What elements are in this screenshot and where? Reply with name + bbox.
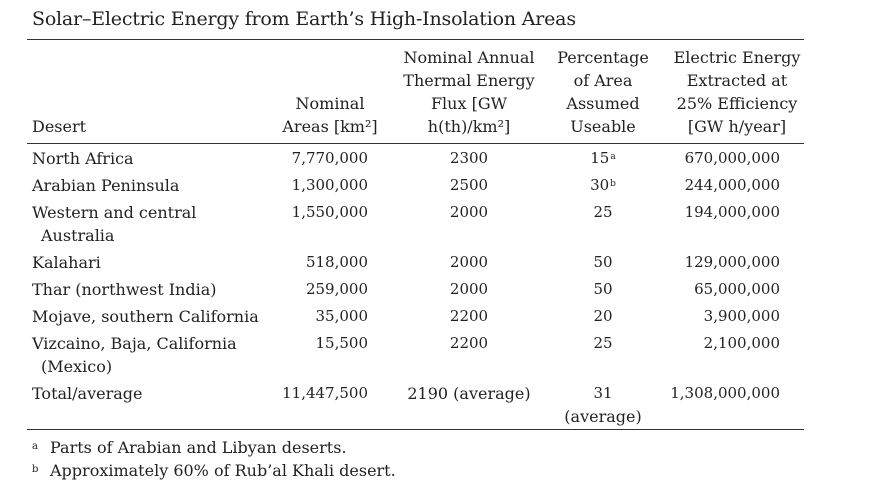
header-energy-line: Electric Energy — [673, 48, 801, 67]
footnote-mark: a — [32, 441, 38, 452]
header-energy: Electric Energy Extracted at 25% Efficie… — [664, 46, 810, 138]
header-energy-line: 25% Efficiency — [676, 94, 798, 113]
row-name: Mojave, southern California — [32, 307, 259, 326]
header-pct-line: of Area — [573, 71, 633, 90]
row-area: 259,000 — [305, 280, 368, 298]
row-pct: 25 — [593, 203, 613, 221]
row-pct-continuation: (average) — [564, 407, 642, 426]
table-title: Solar–Electric Energy from Earth’s High-… — [32, 8, 576, 30]
header-flux-line: h(th)/km²] — [427, 117, 511, 136]
header-flux-line: Nominal Annual — [403, 48, 535, 67]
row-area: 35,000 — [315, 307, 369, 325]
header-area-line: Nominal — [295, 94, 365, 113]
footnote-a: a Parts of Arabian and Libyan deserts. — [32, 437, 347, 459]
row-pct: 50 — [593, 280, 613, 298]
row-energy: 244,000,000 — [684, 176, 780, 194]
header-pct-line: Useable — [570, 117, 636, 136]
row-flux: 2300 — [449, 149, 489, 167]
row-name: Thar (northwest India) — [32, 280, 217, 299]
row-pct-value: 30 — [590, 176, 610, 194]
footnote-ref-b: b — [610, 179, 616, 189]
row-pct: 15a — [548, 147, 658, 170]
footnote-ref-a: a — [610, 152, 616, 162]
row-name: Total/average — [32, 384, 143, 403]
row-energy: 2,100,000 — [703, 334, 780, 352]
header-pct: Percentage of Area Assumed Useable — [548, 46, 658, 138]
header-flux-line: Thermal Energy — [403, 71, 535, 90]
row-flux: 2000 — [449, 280, 489, 298]
row-area: 518,000 — [305, 253, 368, 271]
row-flux: 2500 — [449, 176, 489, 194]
header-pct-line: Assumed — [566, 94, 640, 113]
row-flux: 2200 — [449, 334, 489, 352]
row-energy: 1,308,000,000 — [670, 384, 780, 402]
row-flux: 2200 — [449, 307, 489, 325]
header-flux-line: Flux [GW — [430, 94, 508, 113]
row-pct: 25 — [593, 334, 613, 352]
row-name: Arabian Peninsula — [32, 176, 180, 195]
row-name-continuation: Australia — [41, 226, 115, 245]
row-pct-value: 15 — [590, 149, 610, 167]
row-area: 1,550,000 — [291, 203, 368, 221]
footnote-mark: b — [32, 464, 39, 475]
top-rule — [27, 39, 804, 40]
row-pct: 20 — [593, 307, 613, 325]
row-pct: 50 — [593, 253, 613, 271]
row-name: North Africa — [32, 149, 134, 168]
row-energy: 65,000,000 — [694, 280, 780, 298]
row-area: 1,300,000 — [291, 176, 368, 194]
header-energy-line: [GW h/year] — [687, 117, 787, 136]
row-flux: 2000 — [449, 253, 489, 271]
row-area: 7,770,000 — [291, 149, 368, 167]
row-energy: 194,000,000 — [684, 203, 780, 221]
row-energy: 670,000,000 — [684, 149, 780, 167]
header-area-line: Areas [km²] — [282, 117, 378, 136]
header-rule — [27, 143, 804, 144]
row-area: 11,447,500 — [282, 384, 368, 402]
row-area: 15,500 — [315, 334, 369, 352]
row-flux: 2190 (average) — [407, 384, 531, 403]
row-flux: 2000 — [449, 203, 489, 221]
footnote-text: Parts of Arabian and Libyan deserts. — [50, 438, 347, 457]
row-pct: 31 — [593, 384, 613, 402]
row-energy: 129,000,000 — [684, 253, 780, 271]
row-name: Vizcaino, Baja, California — [32, 334, 237, 353]
header-desert-line: Desert — [32, 117, 87, 136]
header-area: Nominal Areas [km²] — [268, 92, 392, 138]
row-name: Western and central — [32, 203, 197, 222]
bottom-rule — [27, 429, 804, 430]
header-pct-line: Percentage — [557, 48, 649, 67]
row-name-continuation: (Mexico) — [41, 357, 113, 376]
header-desert: Desert — [32, 115, 86, 138]
footnote-text: Approximately 60% of Rub’al Khali desert… — [50, 461, 396, 480]
row-pct: 30b — [548, 174, 658, 197]
row-name: Kalahari — [32, 253, 101, 272]
header-energy-line: Extracted at — [686, 71, 788, 90]
footnote-b: b Approximately 60% of Rub’al Khali deser… — [32, 460, 396, 482]
header-flux: Nominal Annual Thermal Energy Flux [GW h… — [395, 46, 543, 138]
row-energy: 3,900,000 — [703, 307, 780, 325]
